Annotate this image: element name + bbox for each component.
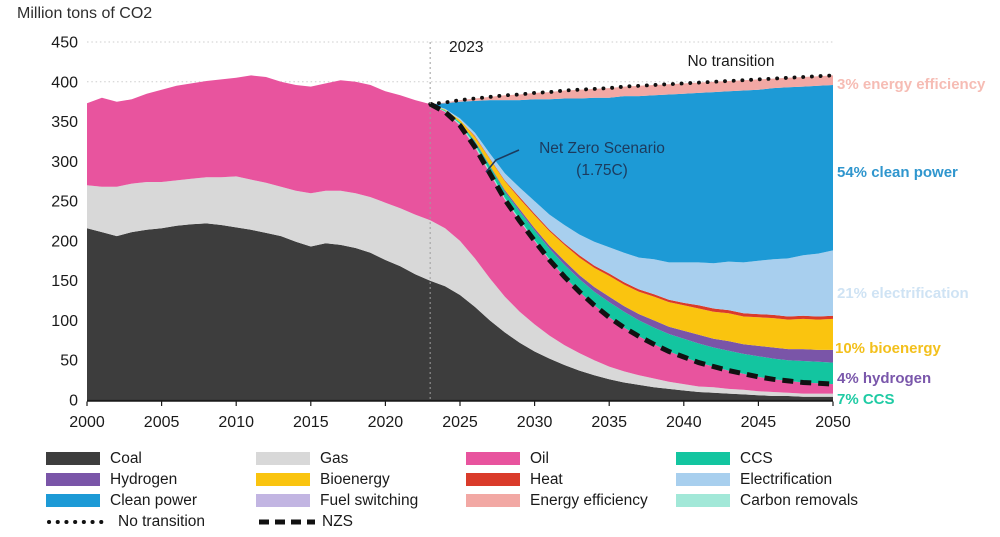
x-tick-label-2040: 2040 — [666, 414, 702, 431]
legend-item-bioenergy: Bioenergy — [256, 472, 390, 487]
legend-swatch-heat — [466, 473, 520, 486]
y-tick-label-400: 400 — [51, 74, 78, 91]
y-tick-label-450: 450 — [51, 35, 78, 52]
legend-label: Clean power — [110, 492, 198, 509]
legend-item-gas: Gas — [256, 451, 348, 466]
legend-label: NZS — [322, 513, 353, 530]
legend-label: CCS — [740, 450, 773, 467]
nzs-dashed-line — [429, 101, 834, 387]
area-bioenergy — [87, 75, 833, 350]
legend-label: Fuel switching — [320, 492, 419, 509]
legend-swatch-bioenergy — [256, 473, 310, 486]
annotation-pct-energy-efficiency: 3% energy efficiency — [837, 76, 986, 93]
legend-item-hydrogen: Hydrogen — [46, 472, 177, 487]
emissions-stacked-area-chart: 2000 2005 2010 2015 2020 2025 2030 2035 2040 2045… — [51, 35, 986, 432]
legend-label: No transition — [118, 513, 206, 530]
y-tick-label-100: 100 — [51, 313, 78, 330]
legend-swatch-clean_power — [46, 494, 100, 507]
chart-title: Million tons of CO2 — [17, 5, 153, 22]
annotation-pct-electrification: 21% electrification — [837, 285, 969, 302]
annotation-nzs-label-line2: (1.75C) — [576, 162, 628, 179]
legend-item-electrification: Electrification — [676, 472, 832, 487]
area-electrification — [87, 75, 833, 317]
legend-swatch-energy_efficiency — [466, 494, 520, 507]
area-coal — [87, 223, 833, 400]
y-tick-label-0: 0 — [69, 393, 78, 410]
y-tick-label-200: 200 — [51, 233, 78, 250]
legend-swatch-coal — [46, 452, 100, 465]
legend-swatch-fuel_switching — [256, 494, 310, 507]
legend-label: Oil — [530, 450, 549, 467]
area-energy_efficiency — [87, 75, 833, 105]
x-tick-label-2045: 2045 — [741, 414, 777, 431]
y-tick-label-150: 150 — [51, 273, 78, 290]
x-tick-label-2035: 2035 — [591, 414, 627, 431]
legend-swatch-electrification — [676, 473, 730, 486]
legend-label: Carbon removals — [740, 492, 859, 509]
area-clean_power — [87, 75, 833, 264]
legend-item-energy-efficiency: Energy efficiency — [466, 493, 648, 508]
legend-item-coal: Coal — [46, 451, 142, 466]
legend-item-oil: Oil — [466, 451, 549, 466]
legend-swatch-carbon_removals — [676, 494, 730, 507]
legend-label: Energy efficiency — [530, 492, 648, 509]
legend-item-nzs: NZS — [256, 514, 353, 529]
x-tick-label-2030: 2030 — [517, 414, 553, 431]
annotation-pct-clean-power: 54% clean power — [837, 164, 958, 181]
legend-item-ccs: CCS — [676, 451, 773, 466]
legend-label: Coal — [110, 450, 142, 467]
x-tick-label-2050: 2050 — [815, 414, 851, 431]
legend-label: Electrification — [740, 471, 833, 488]
x-tick-label-2025: 2025 — [442, 414, 478, 431]
legend-label: Heat — [530, 471, 563, 488]
x-tick-label-2010: 2010 — [218, 414, 254, 431]
y-tick-label-50: 50 — [60, 353, 78, 370]
x-tick-label-2020: 2020 — [368, 414, 404, 431]
annotation-pct-bioenergy: 10% bioenergy — [835, 340, 942, 357]
y-tick-label-300: 300 — [51, 154, 78, 171]
nzs-callout-line — [485, 149, 520, 173]
annotation-nzs-label-line1: Net Zero Scenario — [539, 140, 665, 157]
legend-item-clean-power: Clean power — [46, 493, 197, 508]
annotation-no-transition: No transition — [687, 53, 774, 70]
annotation-year-2023: 2023 — [449, 39, 483, 56]
legend-swatch-oil — [466, 452, 520, 465]
legend-item-fuel-switching: Fuel switching — [256, 493, 418, 508]
legend-label: Gas — [320, 450, 349, 467]
annotation-pct-ccs: 7% CCS — [837, 391, 895, 408]
legend-swatch-ccs — [676, 452, 730, 465]
legend-swatch-hydrogen — [46, 473, 100, 486]
x-tick-label-2005: 2005 — [144, 414, 180, 431]
y-tick-label-250: 250 — [51, 194, 78, 211]
legend-item-heat: Heat — [466, 472, 563, 487]
x-tick-label-2000: 2000 — [69, 414, 105, 431]
legend-label: Hydrogen — [110, 471, 178, 488]
y-tick-label-350: 350 — [51, 114, 78, 131]
area-gas — [87, 176, 833, 397]
area-oil — [87, 75, 833, 394]
legend-item-no-transition: No transition — [46, 514, 205, 529]
legend-item-carbon-removals: Carbon removals — [676, 493, 858, 508]
legend-swatch-gas — [256, 452, 310, 465]
annotation-pct-hydrogen: 4% hydrogen — [837, 370, 931, 387]
legend-swatch-nzs-dashed — [259, 519, 315, 524]
legend-label: Bioenergy — [320, 471, 390, 488]
x-tick-label-2015: 2015 — [293, 414, 329, 431]
legend-swatch-no-transition-dotted — [47, 519, 107, 524]
